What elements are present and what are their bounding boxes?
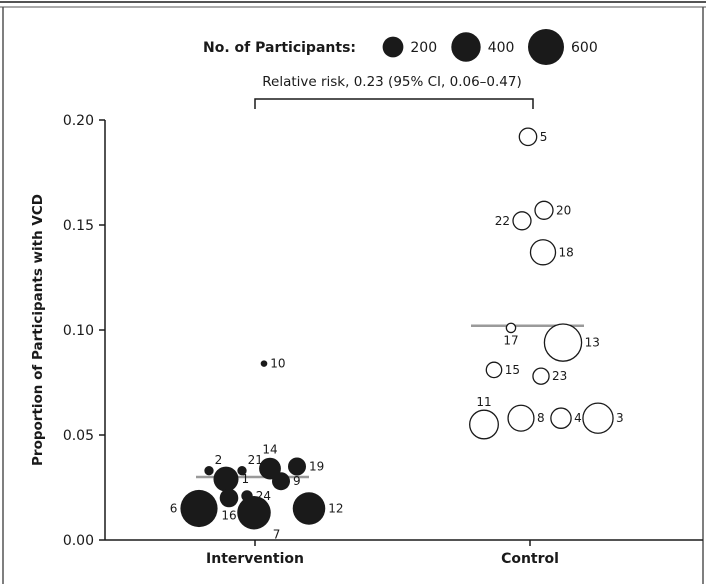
legend-label-400: 400: [488, 40, 515, 56]
legend-bubble-400: [451, 32, 481, 62]
point-control-20: [534, 200, 554, 220]
point-label-20: 20: [556, 203, 571, 217]
point-label-8: 8: [537, 411, 545, 425]
legend-title: No. of Participants:: [203, 40, 356, 56]
point-intervention-14: [259, 457, 281, 480]
point-control-8: [507, 404, 535, 432]
point-label-5: 5: [540, 130, 548, 144]
point-label-15: 15: [505, 363, 520, 377]
point-label-10: 10: [270, 357, 285, 371]
point-label-17: 17: [503, 334, 518, 348]
point-label-1: 1: [242, 472, 250, 486]
point-label-2: 2: [215, 453, 223, 467]
point-label-13: 13: [585, 336, 600, 350]
point-label-21: 21: [248, 453, 263, 467]
point-control-15: [485, 361, 503, 379]
point-intervention-2: [204, 466, 214, 476]
point-control-17: [505, 322, 517, 334]
relative-risk-annotation: Relative risk, 0.23 (95% CI, 0.06–0.47): [262, 74, 522, 90]
y-tick-label-3: 0.15: [63, 218, 94, 234]
point-intervention-16: [219, 488, 239, 508]
point-intervention-7: [237, 495, 271, 530]
point-label-9: 9: [293, 474, 301, 488]
point-control-23: [532, 367, 550, 385]
x-category-label-0: Intervention: [206, 551, 304, 567]
legend-label-200: 200: [410, 40, 437, 56]
point-label-6: 6: [170, 502, 178, 516]
y-ticks: 0.00 0.05 0.10 0.15 0.20: [63, 113, 105, 549]
point-control-22: [512, 211, 532, 231]
point-control-4: [550, 407, 572, 429]
point-intervention-1: [213, 466, 239, 492]
point-intervention-6: [180, 489, 218, 528]
point-intervention-12: [292, 492, 326, 525]
point-label-23: 23: [552, 369, 567, 383]
point-label-12: 12: [328, 502, 343, 516]
point-control-11: [469, 409, 499, 440]
point-control-3: [582, 402, 614, 434]
point-intervention-9: [272, 472, 290, 491]
x-category-label-1: Control: [501, 551, 559, 567]
point-label-18: 18: [559, 245, 574, 259]
point-label-19: 19: [309, 460, 324, 474]
point-intervention-21: [237, 466, 247, 476]
legend: No. of Participants: 200 400 600: [203, 29, 598, 65]
y-tick-label-4: 0.20: [63, 113, 94, 129]
point-label-3: 3: [616, 411, 624, 425]
comparison-bracket: [254, 98, 534, 109]
point-label-22: 22: [495, 214, 510, 228]
y-tick-label-1: 0.05: [63, 428, 94, 444]
legend-bubble-600: [528, 29, 564, 65]
point-label-16: 16: [221, 508, 236, 522]
legend-label-600: 600: [571, 40, 598, 56]
y-tick-label-0: 0.00: [63, 533, 94, 549]
point-control-18: [529, 239, 557, 266]
point-label-4: 4: [574, 411, 582, 425]
point-control-5: [518, 127, 538, 147]
point-control-13: [543, 323, 583, 362]
point-label-14: 14: [262, 443, 277, 457]
point-label-7: 7: [273, 527, 281, 541]
point-label-11: 11: [476, 395, 491, 409]
y-axis-label: Proportion of Participants with VCD: [30, 194, 46, 466]
x-ticks: Intervention Control: [206, 540, 559, 567]
y-tick-label-2: 0.10: [63, 323, 94, 339]
legend-bubble-200: [382, 36, 404, 58]
point-intervention-19: [288, 457, 306, 476]
point-intervention-10: [260, 360, 268, 367]
